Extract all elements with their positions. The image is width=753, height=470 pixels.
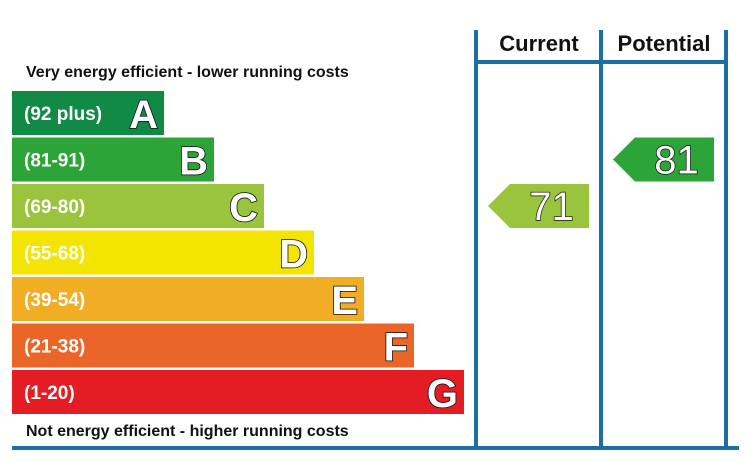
band-bar (12, 370, 464, 414)
potential-rating-arrow: 81 (613, 137, 714, 183)
current-rating-arrow: 71 (488, 184, 589, 230)
band-f: (21-38) F (12, 323, 414, 370)
band-c: (69-80) C (12, 184, 264, 231)
band-e: (39-54) E (12, 277, 364, 324)
band-bar (12, 137, 214, 182)
rating-bands: (92 plus) A(81-91) B(69-80) C(55-68) D(39-54… (12, 91, 464, 417)
band-letter: A (129, 93, 158, 137)
rating-value: 71 (529, 185, 574, 229)
band-bar (12, 184, 264, 228)
chart-frame (12, 30, 739, 450)
band-bar (12, 230, 314, 275)
band-letter: B (179, 140, 208, 184)
band-letter: F (384, 326, 408, 370)
band-range-label: (1-20) (24, 383, 75, 404)
band-letter: E (331, 279, 358, 323)
band-g: (1-20) G (12, 370, 464, 417)
rating-arrow-shape (488, 184, 589, 228)
band-range-label: (21-38) (24, 337, 85, 358)
current-header: Current (499, 31, 579, 56)
band-letter: D (279, 233, 308, 277)
current-right-rule (599, 30, 603, 450)
band-a: (92 plus) A (12, 91, 164, 138)
header-rule (474, 60, 728, 64)
rating-arrow-shape (613, 137, 714, 182)
band-d: (55-68) D (12, 230, 314, 277)
current-left-rule (474, 30, 478, 450)
band-range-label: (55-68) (24, 244, 85, 265)
top-caption: Very energy efficient - lower running co… (26, 64, 349, 81)
potential-header: Potential (618, 31, 711, 56)
potential-right-rule (724, 30, 728, 450)
band-bar (12, 323, 414, 368)
band-b: (81-91) B (12, 137, 214, 184)
rating-value: 81 (654, 139, 699, 183)
band-range-label: (39-54) (24, 290, 85, 311)
bottom-rule (12, 446, 739, 450)
band-range-label: (69-80) (24, 197, 85, 218)
band-bar (12, 277, 364, 321)
band-bar (12, 91, 164, 135)
band-range-label: (92 plus) (24, 104, 102, 125)
bottom-caption: Not energy efficient - higher running co… (26, 423, 349, 440)
band-letter: G (427, 372, 458, 416)
rating-arrows: 71 81 (488, 137, 714, 230)
band-range-label: (81-91) (24, 151, 85, 172)
band-letter: C (229, 186, 258, 230)
